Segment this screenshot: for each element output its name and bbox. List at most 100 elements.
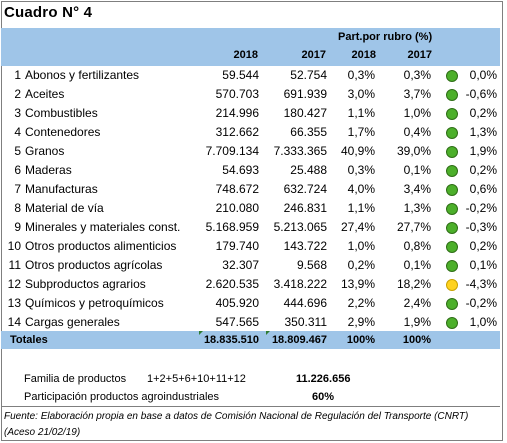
product-name: Maderas	[25, 163, 72, 177]
product-name: Químicos y petroquímicos	[25, 296, 164, 310]
share-variation: 1,3%	[469, 125, 497, 139]
share-variation: 0,6%	[469, 182, 497, 196]
value-2018: 2.620.535	[205, 277, 259, 291]
agro-share-label: Participación productos agroindustriales	[24, 391, 220, 403]
cell-error-marker	[266, 331, 270, 335]
share-2018: 0,2%	[347, 258, 375, 272]
header-pct-2017: 2017	[407, 49, 432, 61]
value-2018: 547.565	[215, 315, 259, 329]
product-name: Cargas generales	[25, 315, 120, 329]
share-variation: -0,3%	[465, 220, 497, 234]
table-row: 5 Granos 7.709.134 7.333.365 40,9% 39,0% 1,9%	[1, 142, 500, 161]
share-variation: 0,2%	[469, 163, 497, 177]
value-2018: 570.703	[215, 87, 259, 101]
value-2018: 32.307	[222, 258, 259, 272]
value-2018: 748.672	[215, 182, 259, 196]
share-2018: 27,4%	[340, 220, 375, 234]
table-title: Cuadro N° 4	[4, 4, 93, 21]
green-indicator-icon	[446, 260, 458, 272]
agro-share-value: 60%	[312, 391, 335, 403]
share-2017: 18,2%	[396, 277, 431, 291]
share-variation: 0,0%	[469, 68, 497, 82]
share-variation: -0,2%	[465, 296, 497, 310]
table-row: 12 Subproductos agrarios 2.620.535 3.418.22…	[1, 275, 500, 294]
share-2017: 0,1%	[403, 163, 431, 177]
value-2018: 214.996	[215, 106, 259, 120]
product-name: Combustibles	[25, 106, 98, 120]
share-2018: 3,0%	[347, 87, 375, 101]
totals-row: Totales 18.835.510 18.809.467 100% 100%	[1, 331, 500, 349]
green-indicator-icon	[446, 70, 458, 82]
green-indicator-icon	[446, 184, 458, 196]
product-name: Manufacturas	[25, 182, 98, 196]
row-number: 13	[7, 296, 21, 310]
table-row: 6 Maderas 54.693 25.488 0,3% 0,1% 0,2%	[1, 161, 500, 180]
row-number: 3	[14, 106, 21, 120]
share-2017: 3,7%	[403, 87, 431, 101]
share-2017: 0,1%	[403, 258, 431, 272]
value-2017: 246.831	[283, 201, 327, 215]
green-indicator-icon	[446, 317, 458, 329]
family-label: Familia de productos	[24, 373, 127, 385]
value-2018: 179.740	[215, 239, 259, 253]
row-number: 10	[7, 239, 21, 253]
value-2017: 350.311	[284, 315, 328, 329]
value-2018: 405.920	[215, 296, 259, 310]
family-value: 11.226.656	[296, 373, 351, 385]
header-pct-2018: 2018	[351, 49, 376, 61]
green-indicator-icon	[446, 127, 458, 139]
value-2017: 5.213.065	[273, 220, 327, 234]
share-2018: 13,9%	[340, 277, 375, 291]
share-2018: 0,3%	[347, 68, 375, 82]
share-2018: 0,3%	[347, 163, 375, 177]
value-2018: 5.168.959	[205, 220, 259, 234]
value-2018: 54.693	[222, 163, 259, 177]
green-indicator-icon	[446, 146, 458, 158]
table-row: 13 Químicos y petroquímicos 405.920 444.696…	[1, 294, 500, 313]
product-name: Aceites	[25, 87, 65, 101]
share-2017: 0,8%	[403, 239, 431, 253]
totals-2018: 18.835.510	[203, 334, 259, 346]
product-name: Minerales y materiales const.	[25, 220, 181, 234]
value-2018: 312.662	[215, 125, 259, 139]
totals-2017: 18.809.467	[271, 334, 327, 346]
totals-pct-2017: 100%	[402, 334, 431, 346]
value-2017: 143.722	[283, 239, 327, 253]
table-row: 1 Abonos y fertilizantes 59.544 52.754 0,3% 0…	[1, 66, 500, 85]
table-row: 8 Material de vía 210.080 246.831 1,1% 1,3% -0…	[1, 199, 500, 218]
table-row: 2 Aceites 570.703 691.939 3,0% 3,7% -0,6%	[1, 85, 500, 104]
value-2017: 3.418.222	[273, 277, 327, 291]
value-2017: 632.724	[283, 182, 327, 196]
row-number: 8	[14, 201, 21, 215]
source-divider	[1, 406, 500, 407]
share-2017: 0,3%	[403, 68, 431, 82]
share-variation: -0,6%	[465, 87, 497, 101]
product-name: Otros productos alimenticios	[25, 239, 177, 253]
family-codes: 1+2+5+6+10+11+12	[147, 373, 246, 385]
value-2017: 52.754	[290, 68, 327, 82]
share-2018: 4,0%	[347, 182, 375, 196]
value-2018: 7.709.134	[205, 144, 259, 158]
share-2018: 1,0%	[347, 239, 375, 253]
share-variation: 1,0%	[469, 315, 497, 329]
header-band	[1, 28, 500, 66]
share-variation: -4,3%	[465, 277, 497, 291]
table-row: 10 Otros productos alimenticios 179.740 143…	[1, 237, 500, 256]
header-participation: Part.por rubro (%)	[338, 31, 433, 43]
share-2018: 40,9%	[340, 144, 375, 158]
product-name: Abonos y fertilizantes	[25, 68, 140, 82]
value-2017: 66.355	[290, 125, 327, 139]
table-row: 7 Manufacturas 748.672 632.724 4,0% 3,4% 0,6%	[1, 180, 500, 199]
product-name: Otros productos agrícolas	[25, 258, 163, 272]
share-variation: 0,2%	[469, 106, 497, 120]
value-2017: 7.333.365	[273, 144, 327, 158]
value-2017: 444.696	[283, 296, 327, 310]
totals-pct-2018: 100%	[346, 334, 375, 346]
table-row: 11 Otros productos agrícolas 32.307 9.568 0,…	[1, 256, 500, 275]
share-2017: 0,4%	[403, 125, 431, 139]
product-name: Granos	[25, 144, 65, 158]
value-2018: 210.080	[215, 201, 259, 215]
cell-error-marker	[199, 331, 203, 335]
share-variation: 1,9%	[469, 144, 497, 158]
row-number: 1	[14, 68, 21, 82]
